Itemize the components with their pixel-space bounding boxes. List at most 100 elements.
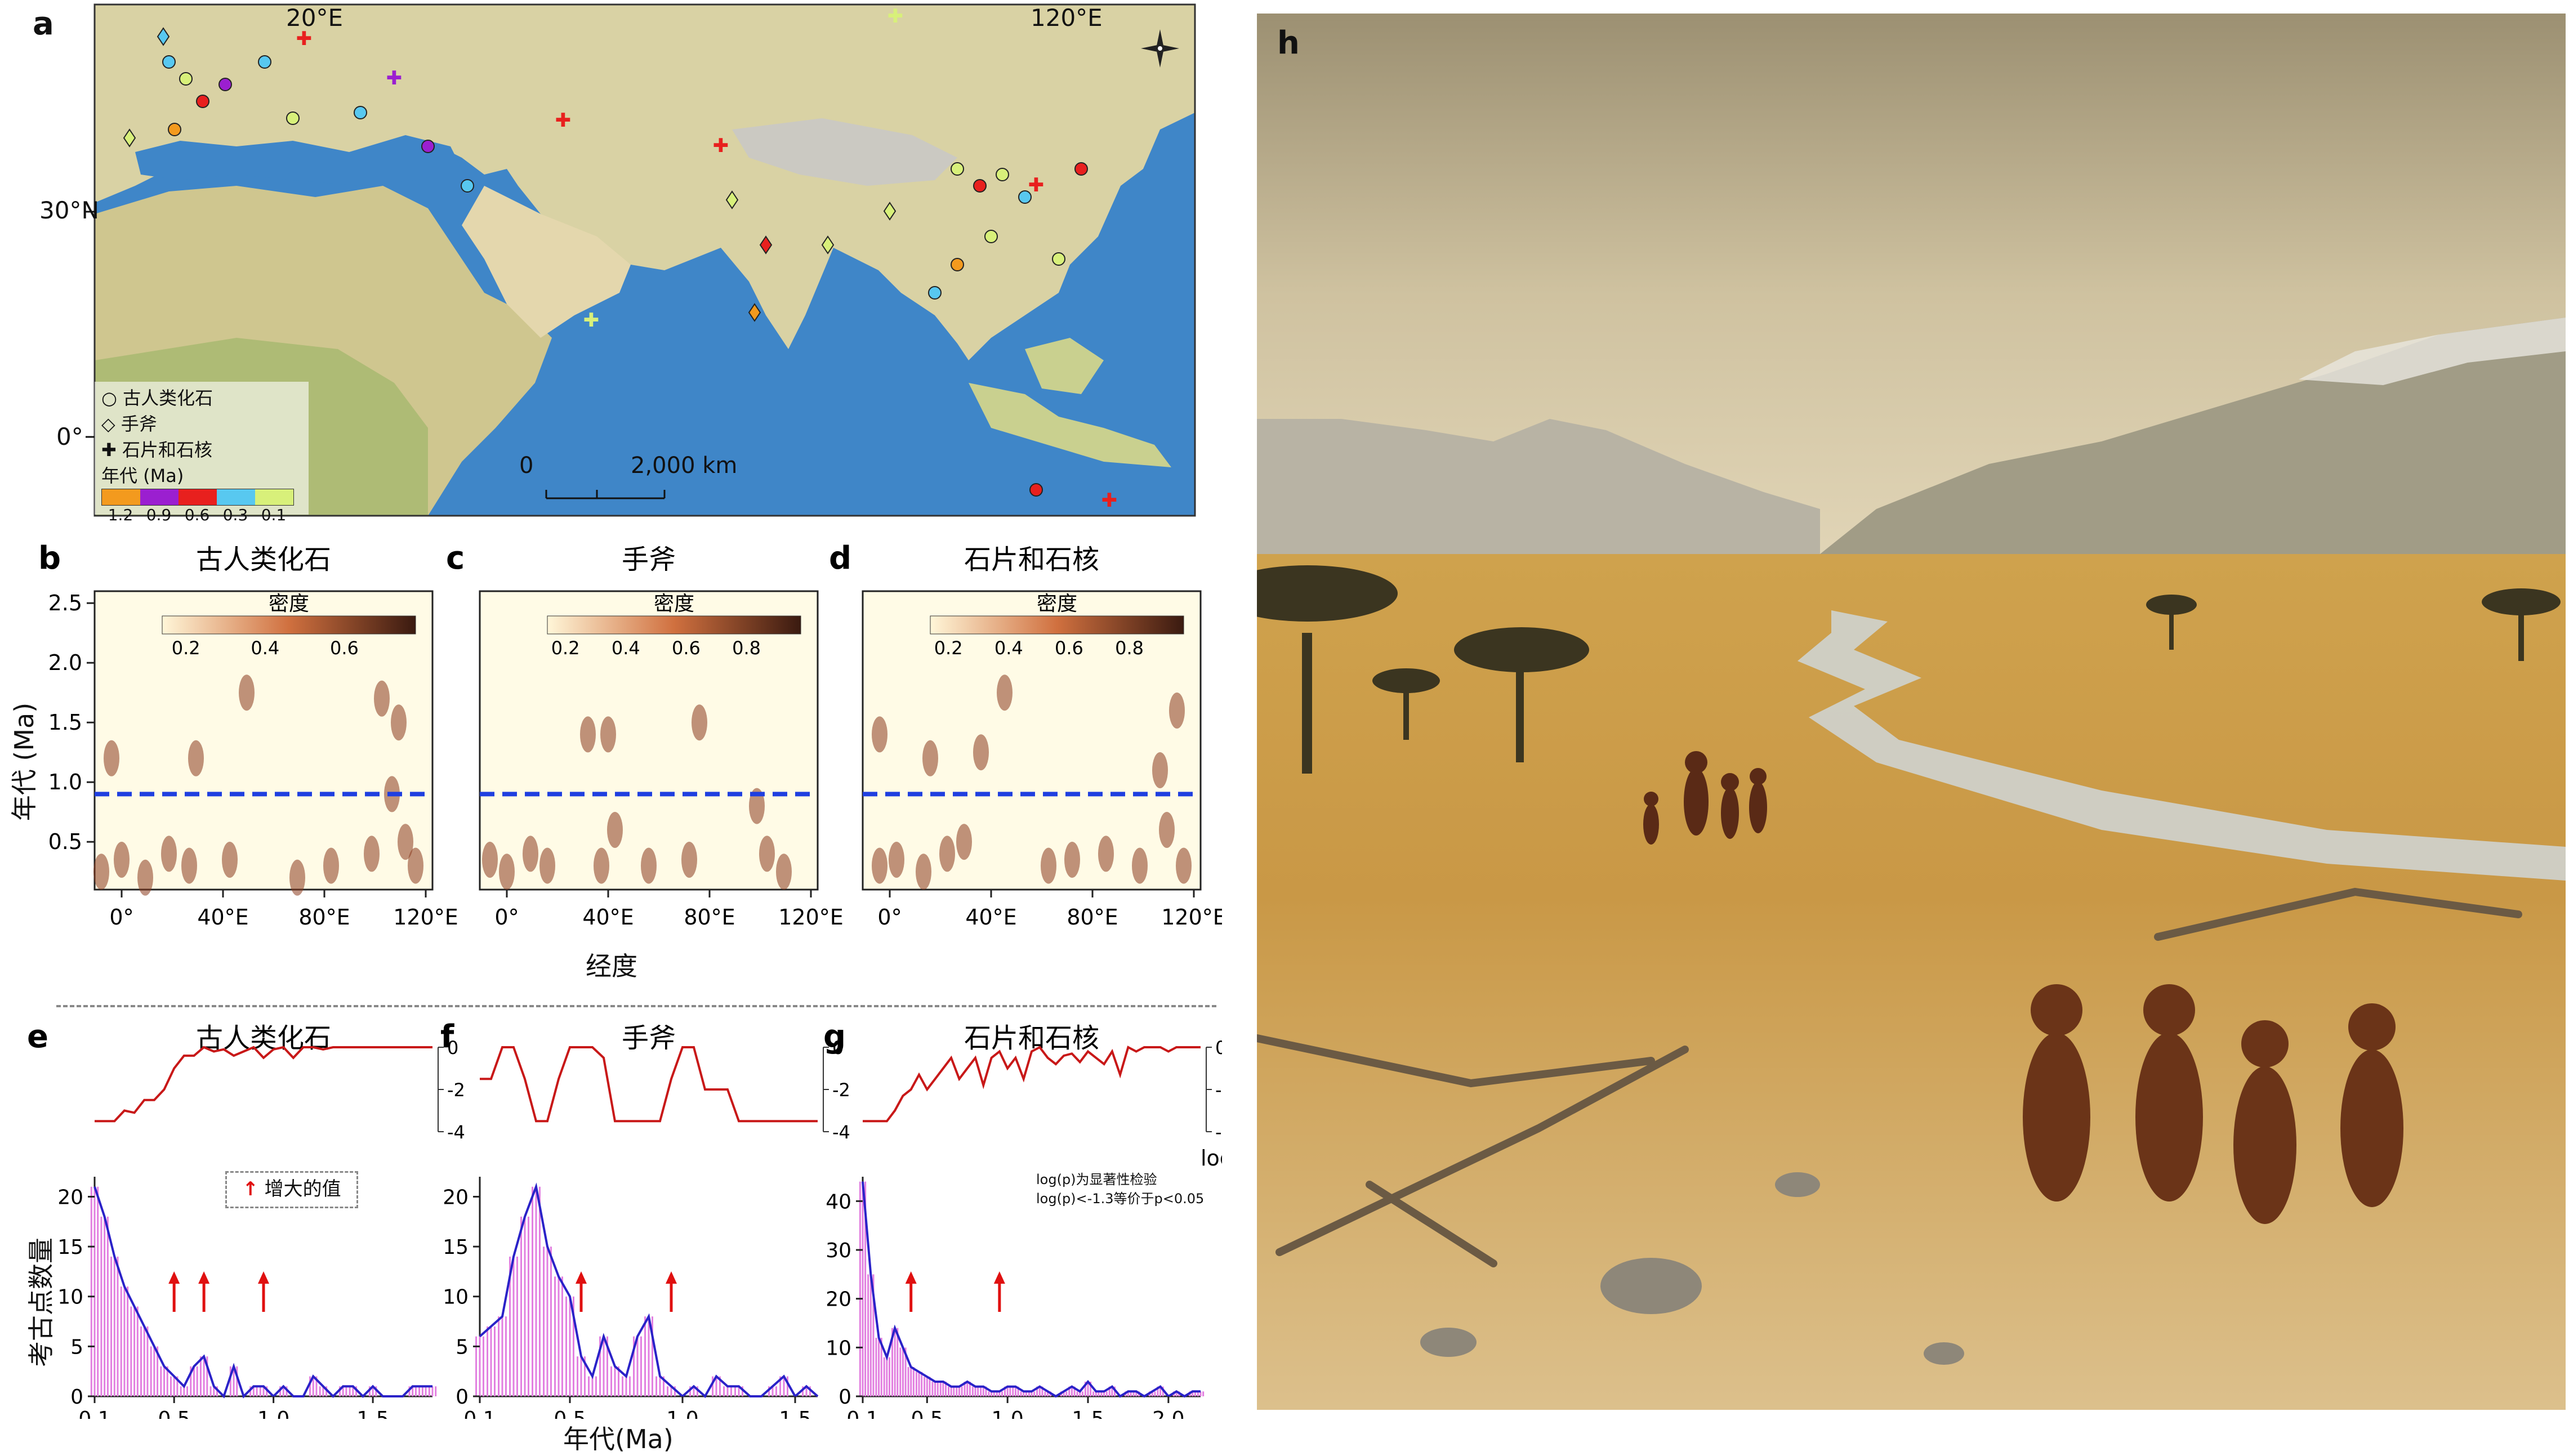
increase-arrow-head-icon	[666, 1271, 677, 1284]
density-blob	[93, 854, 109, 890]
driftwood	[1253, 887, 2522, 1267]
river	[1798, 610, 2566, 881]
y-tick-label: 0	[456, 1386, 469, 1409]
legend-age-colorbar	[101, 489, 294, 506]
site-marker	[1052, 252, 1065, 266]
map-points	[123, 27, 1088, 497]
site-cross: ✚	[555, 109, 572, 132]
significance-tick-label: 0	[832, 1037, 844, 1058]
annotation-box: ↑ 增大的值	[225, 1171, 358, 1208]
density-blob	[323, 847, 339, 884]
histogram-outline	[479, 1182, 819, 1399]
density-blob	[398, 824, 413, 860]
y-tick-label: 20	[57, 1186, 83, 1209]
x-tick-label: 0.5	[158, 1408, 190, 1419]
colorbar-tick-label: 0.4	[251, 637, 279, 659]
density-blob	[692, 704, 707, 741]
density-blob	[641, 847, 657, 884]
increase-arrow-head-icon	[905, 1271, 917, 1284]
map-legend: ○ 古人类化石 ◇ 手斧 ✚ 石片和石核 年代 (Ma) 1.2 0.9 0.6…	[101, 385, 310, 525]
density-plot-area	[862, 590, 1202, 891]
site-marker	[286, 111, 300, 125]
rocks	[1420, 1172, 1964, 1365]
site-cross: ✚	[1028, 174, 1045, 196]
panel-title-b: 古人类化石	[196, 544, 331, 575]
density-blob	[239, 675, 255, 711]
map-sea-med	[135, 135, 462, 186]
histogram-panel-f: f 手斧 0 -2 -4 0 5 10 15 20 0.1 0.5 1.0 1.5	[440, 1019, 850, 1419]
density-blob	[997, 675, 1013, 711]
site-marker	[821, 235, 835, 254]
x-tick-label: 80°E	[684, 905, 735, 930]
y-tick-label: 15	[57, 1236, 83, 1259]
map-svg: ✚ ✚ ✚ ✚ ✚ ✚ ✚ ✚ 20°E 120°E 30°N 0° 0	[39, 3, 1196, 517]
hominin-figures-foreground	[2023, 984, 2403, 1224]
acacia-tree	[1217, 565, 2561, 774]
y-tick-label: 5	[70, 1336, 83, 1359]
site-marker	[928, 286, 942, 300]
density-blob	[594, 847, 609, 884]
mountain-snow	[2299, 318, 2566, 385]
x-tick-label: 1.0	[257, 1408, 289, 1419]
site-marker	[218, 78, 232, 91]
colorbar	[162, 615, 416, 635]
y-tick-label: 2.5	[48, 591, 82, 615]
significance-note-line2: log(p)<-1.3等价于p<0.05	[1036, 1191, 1205, 1207]
legend-age-ticks: 1.2 0.9 0.6 0.3 0.1	[108, 506, 287, 524]
scale-bar: 0 2,000 km	[519, 453, 737, 499]
map-lon-label-120e: 120°E	[1031, 4, 1103, 32]
panel-title-e: 古人类化石	[196, 1022, 331, 1054]
colorbar-tick-label: 0.2	[934, 637, 963, 659]
map-land-borneo	[1025, 338, 1104, 394]
density-blob	[161, 836, 177, 872]
site-cross: ✚	[583, 309, 600, 332]
y-tick-label: 30	[826, 1239, 851, 1262]
colorbar-tick-label: 0.8	[1115, 637, 1144, 659]
site-cross: ✚	[296, 28, 313, 50]
histogram-outline	[93, 1186, 432, 1399]
density-blob	[499, 854, 515, 890]
x-tick-label: 1.5	[779, 1408, 811, 1419]
density-blob	[889, 842, 904, 878]
significance-tick-label: -2	[1215, 1079, 1222, 1101]
increase-arrow-head-icon	[258, 1271, 269, 1284]
y-tick-label: 15	[443, 1236, 469, 1259]
x-tick-label: 0.1	[463, 1408, 496, 1419]
site-marker	[461, 179, 474, 193]
site-marker	[168, 123, 181, 136]
density-blob	[580, 716, 596, 753]
y-tick-label: 40	[826, 1190, 851, 1213]
x-tick-label: 0°	[877, 905, 902, 930]
site-marker	[951, 258, 964, 271]
site-marker	[157, 27, 170, 46]
hominin-figures-distant	[1643, 751, 1767, 845]
density-blob	[482, 842, 498, 878]
significance-tick-label: 0	[1215, 1037, 1222, 1058]
density-blob	[1098, 836, 1114, 872]
significance-note: log(p)为显著性检验 log(p)<-1.3等价于p<0.05	[1036, 1170, 1204, 1208]
map-frame	[93, 3, 1196, 517]
map-land-eurasia	[95, 5, 1195, 360]
y-tick-label: 0.5	[48, 829, 82, 854]
x-tick-label: 80°E	[298, 905, 350, 930]
density-blob	[1064, 842, 1080, 878]
density-blob	[1176, 847, 1192, 884]
legend-age-title: 年代 (Ma)	[101, 465, 184, 486]
y-tick-label: 2.0	[48, 650, 82, 675]
site-cross: ✚	[1101, 489, 1118, 512]
x-tick-label: 0.1	[78, 1408, 110, 1419]
panel-letter-c: c	[446, 540, 465, 577]
colorbar-tick-label: 0.8	[732, 637, 761, 659]
y-tick-label: 10	[57, 1286, 83, 1309]
increase-arrow-head-icon	[198, 1271, 210, 1284]
increase-arrow-head-icon	[993, 1271, 1005, 1284]
y-tick-label: 1.0	[48, 770, 82, 794]
colorbar	[930, 615, 1184, 635]
colorbar-tick-label: 0.4	[994, 637, 1023, 659]
density-blob	[364, 836, 380, 872]
y-tick-label: 20	[443, 1186, 469, 1209]
annotation-arrow-icon: ↑	[242, 1178, 258, 1200]
